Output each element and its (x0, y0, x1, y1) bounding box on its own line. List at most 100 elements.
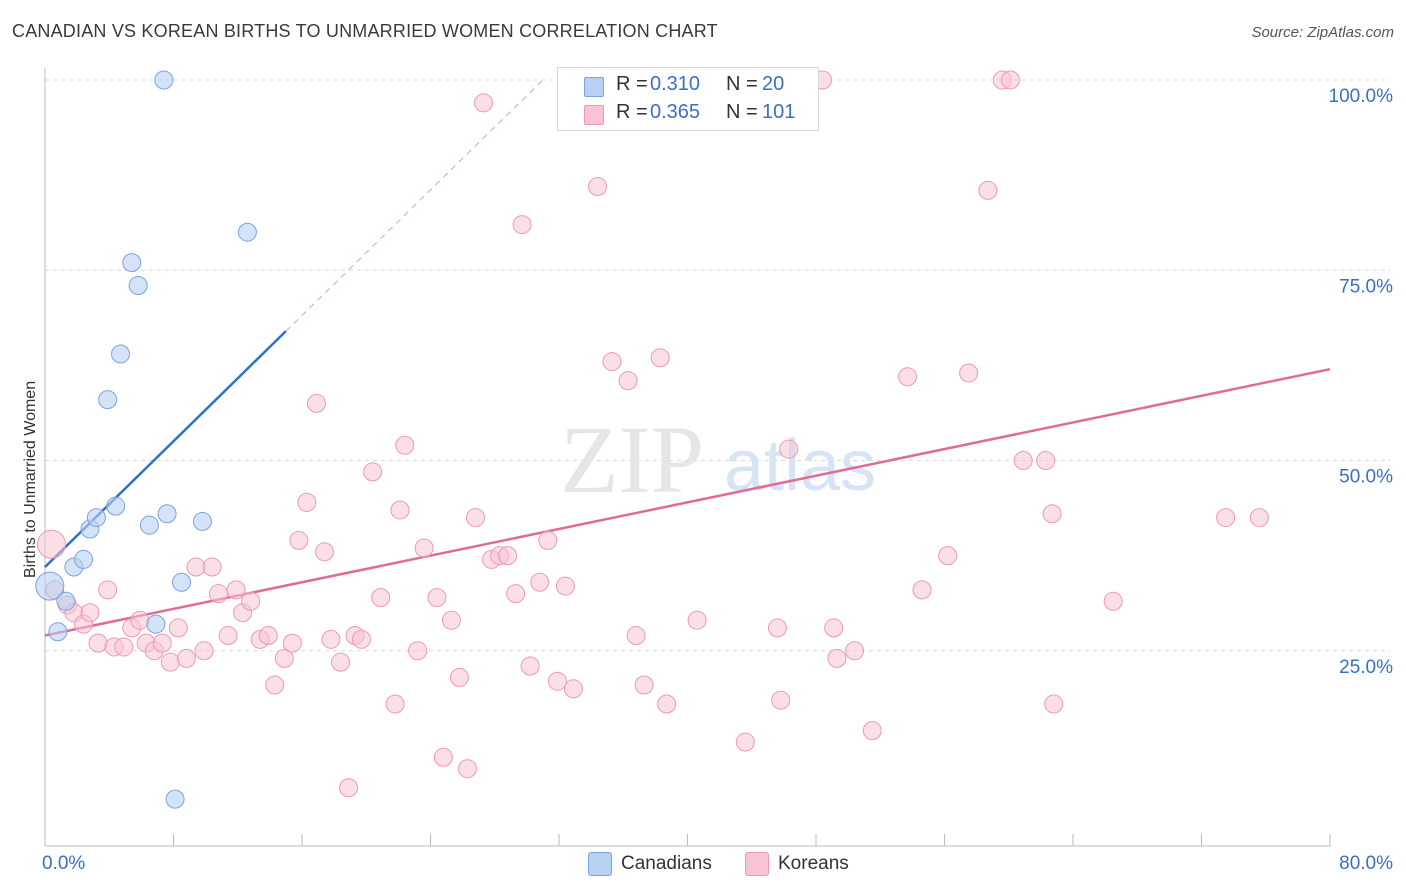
canadian-point (146, 614, 166, 634)
korean-point (862, 721, 882, 741)
canadian-point (192, 511, 212, 531)
x-tick-label: 80.0% (1339, 853, 1393, 874)
chart-title: CANADIAN VS KOREAN BIRTHS TO UNMARRIED W… (12, 21, 718, 41)
korean-point (88, 633, 108, 653)
korean-point (433, 747, 453, 767)
tick-labels: 25.0% 50.0% 75.0% 100.0% 0.0% 80.0% (42, 86, 1393, 874)
legend-n-label: N = (726, 101, 758, 123)
canadian-point (165, 789, 185, 809)
koreans-legend-swatch (584, 105, 604, 125)
korean-point (385, 694, 405, 714)
korean-point (626, 626, 646, 646)
legend-r-value: 0.365 (650, 101, 701, 123)
korean-point (634, 675, 654, 695)
legend-n-label: N = (726, 73, 758, 95)
canadians-legend-swatch (584, 77, 604, 97)
korean-point (176, 648, 196, 668)
canadian-point (74, 549, 94, 569)
korean-point (912, 580, 932, 600)
korean-point (363, 462, 383, 482)
korean-point (98, 580, 118, 600)
korean-point (186, 557, 206, 577)
gridlines (45, 79, 1390, 652)
korean-point (687, 610, 707, 630)
korean-point (371, 587, 391, 607)
korean-point (767, 618, 787, 638)
x-tick-label: 0.0% (42, 853, 85, 874)
korean-point (297, 492, 317, 512)
korean-point (408, 641, 428, 661)
korean-point (226, 580, 246, 600)
correlation-legend: R = 0.310 N = 20 R = 0.365 N = 101 (557, 67, 819, 131)
korean-point (130, 610, 150, 630)
canadian-point (56, 591, 76, 611)
korean-point (1042, 504, 1062, 524)
korean-point (1036, 451, 1056, 470)
korean-point (827, 648, 847, 668)
korean-point (1000, 70, 1020, 90)
data-points (35, 70, 1269, 809)
korean-point (241, 591, 261, 611)
korean-point (282, 633, 302, 653)
bottom-legend-canadians: Canadians (588, 852, 712, 876)
korean-point (959, 363, 979, 383)
korean-point (339, 778, 359, 798)
korean-point (351, 629, 371, 649)
korean-point (779, 439, 799, 459)
canadian-point (35, 571, 65, 601)
korean-point (563, 679, 583, 699)
korean-point (114, 637, 134, 657)
korean-point (414, 538, 434, 558)
korean-point (506, 584, 526, 604)
korean-point (1249, 508, 1269, 528)
korean-point (168, 618, 188, 638)
korean-point (538, 530, 558, 550)
korean-point (289, 530, 309, 550)
korean-point (602, 352, 622, 372)
korean-point (1044, 694, 1064, 714)
korean-point (258, 626, 278, 646)
korean-point (457, 759, 477, 779)
canadian-trendline-extension (285, 79, 544, 332)
y-tick-label: 100.0% (1329, 86, 1394, 107)
korean-point (1216, 508, 1236, 528)
canadian-point (106, 496, 126, 516)
korean-point (512, 215, 532, 235)
korean-point (331, 652, 351, 672)
korean-point (978, 180, 998, 200)
korean-point (650, 348, 670, 368)
korean-point (36, 529, 66, 559)
korean-point (314, 542, 334, 562)
canadian-point (86, 508, 106, 528)
korean-point (657, 694, 677, 714)
y-tick-label: 25.0% (1339, 657, 1393, 678)
legend-n-value: 101 (762, 101, 796, 123)
korean-trendline (44, 367, 1331, 637)
korean-point (1013, 451, 1033, 470)
korean-point (618, 371, 638, 391)
korean-point (449, 667, 469, 687)
korean-point (824, 618, 844, 638)
korean-point (474, 93, 494, 113)
korean-point (1103, 591, 1123, 611)
korean-point (395, 435, 415, 455)
legend-n-value: 20 (762, 73, 785, 95)
korean-point (547, 671, 567, 691)
korean-point (390, 500, 410, 520)
trendlines (44, 79, 1331, 637)
y-tick-label: 50.0% (1339, 467, 1393, 488)
korean-point (321, 629, 341, 649)
koreans-swatch-icon (745, 852, 769, 876)
y-tick-label: 75.0% (1339, 276, 1393, 297)
korean-point (530, 572, 550, 592)
watermark: ZIP atlas (560, 406, 876, 513)
canadian-point (122, 253, 142, 273)
korean-point (588, 177, 608, 197)
korean-point (80, 603, 100, 623)
korean-point (441, 610, 461, 630)
canadian-point (48, 622, 68, 642)
bottom-legend-label: Canadians (621, 853, 712, 874)
korean-point (218, 626, 238, 646)
korean-point (306, 393, 326, 413)
